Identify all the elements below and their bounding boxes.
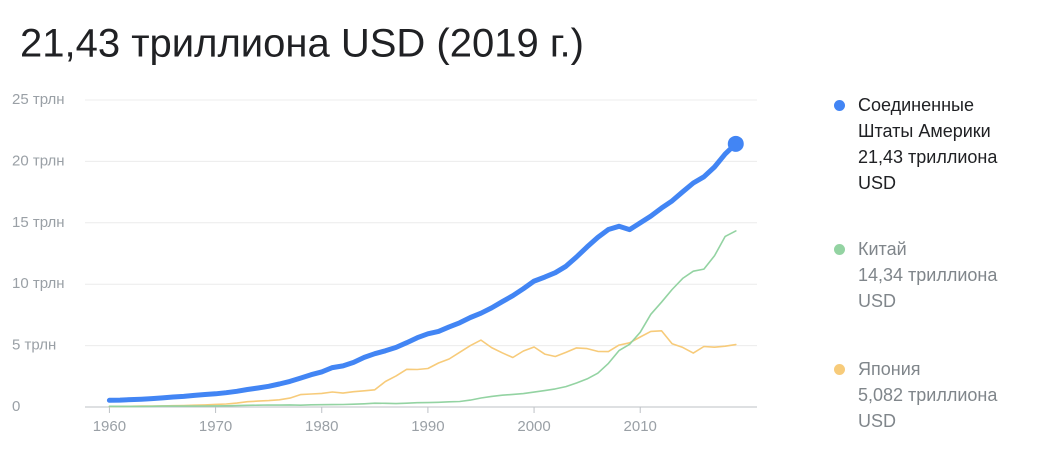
legend-item[interactable]: Китай 14,34 триллиона USD [834,236,1034,314]
legend-value: 5,082 триллиона USD [858,385,998,431]
series-line [108,230,737,408]
y-tick-label: 5 трлн [12,337,56,354]
end-point [727,135,744,152]
series-line [106,141,739,403]
y-tick-label: 20 трлн [12,152,65,169]
x-tick-label: 1970 [199,418,232,435]
y-tick-label: 25 трлн [12,91,65,108]
x-tick-label: 1960 [93,418,126,435]
legend-name: Япония [858,359,921,379]
x-tick-label: 2000 [517,418,550,435]
legend-text: Соединенные Штаты Америки 21,43 триллиона… [858,92,1033,196]
legend-value: 14,34 триллиона USD [858,265,998,311]
legend-item[interactable]: Соединенные Штаты Америки 21,43 триллиона… [834,92,1034,196]
y-tick-label: 10 трлн [12,275,65,292]
legend-marker [834,100,845,111]
y-tick-label: 0 [12,398,20,415]
legend-text: Китай 14,34 триллиона USD [858,236,1033,314]
chart-title: 21,43 триллиона USD (2019 г.) [20,22,584,66]
x-tick-label: 1980 [305,418,338,435]
legend-marker [834,244,845,255]
legend-marker [834,364,845,375]
legend-name: Соединенные Штаты Америки [858,95,991,141]
legend-name: Китай [858,239,907,259]
legend-text: Япония 5,082 триллиона USD [858,356,1033,434]
x-tick-label: 2010 [624,418,657,435]
legend-item[interactable]: Япония 5,082 триллиона USD [834,356,1034,434]
y-tick-label: 15 трлн [12,214,65,231]
x-tick-label: 1990 [411,418,444,435]
legend-value: 21,43 триллиона USD [858,147,998,193]
